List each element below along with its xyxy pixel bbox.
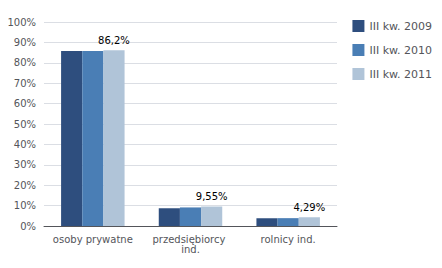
svg-text:9,55%: 9,55% — [196, 191, 228, 202]
svg-text:rolnicy ind.: rolnicy ind. — [261, 234, 316, 245]
svg-text:0%: 0% — [20, 221, 36, 232]
svg-text:40%: 40% — [14, 139, 36, 150]
svg-text:86,2%: 86,2% — [98, 35, 130, 46]
svg-text:III kw. 2011: III kw. 2011 — [369, 68, 432, 81]
svg-text:60%: 60% — [14, 98, 36, 109]
svg-text:III kw. 2009: III kw. 2009 — [369, 20, 432, 33]
svg-text:10%: 10% — [14, 200, 36, 211]
svg-text:70%: 70% — [14, 78, 36, 89]
svg-text:30%: 30% — [14, 159, 36, 170]
svg-text:100%: 100% — [7, 17, 36, 28]
svg-text:osoby prywatne: osoby prywatne — [53, 234, 133, 245]
svg-text:80%: 80% — [14, 57, 36, 68]
svg-text:50%: 50% — [14, 119, 36, 130]
svg-text:90%: 90% — [14, 37, 36, 48]
svg-text:4,29%: 4,29% — [293, 202, 325, 213]
svg-text:ind.: ind. — [181, 244, 200, 255]
svg-text:przedsiębiorcy: przedsiębiorcy — [152, 233, 229, 245]
svg-text:20%: 20% — [14, 180, 36, 191]
svg-text:III kw. 2010: III kw. 2010 — [369, 44, 432, 57]
